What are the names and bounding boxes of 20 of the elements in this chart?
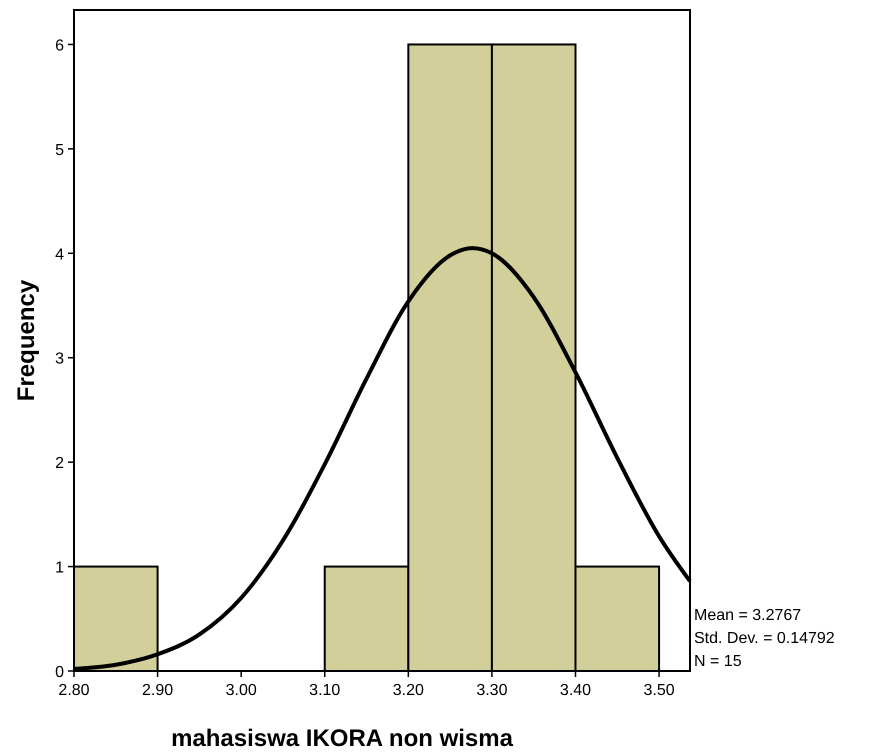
- text: Std. Dev. = 0.14792: [694, 630, 835, 647]
- y-tick-label: 6: [55, 37, 64, 54]
- x-tick-label: 3.20: [392, 682, 424, 699]
- x-tick-label: 3.10: [309, 682, 340, 699]
- y-tick-label: 2: [55, 455, 64, 472]
- x-tick-label: 3.00: [226, 682, 257, 699]
- y-tick-label: 0: [55, 664, 64, 681]
- text: Mean = 3.2767: [694, 607, 802, 624]
- text: N = 15: [694, 653, 742, 670]
- y-tick-label: 5: [55, 142, 64, 159]
- y-tick-label: 3: [55, 350, 64, 368]
- x-tick-label: 3.40: [560, 682, 592, 699]
- x-tick-label: 3.50: [644, 682, 675, 699]
- y-tick-label: 4: [55, 246, 64, 264]
- y-tick-label: 1: [55, 560, 64, 577]
- x-axis-title: mahasiswa IKORA non wisma: [171, 725, 514, 752]
- x-tick-label: 2.90: [142, 682, 174, 699]
- y-axis-title: Frequency: [13, 279, 40, 402]
- x-tick-label: 2.80: [58, 682, 90, 699]
- x-tick-label: 3.30: [476, 682, 508, 699]
